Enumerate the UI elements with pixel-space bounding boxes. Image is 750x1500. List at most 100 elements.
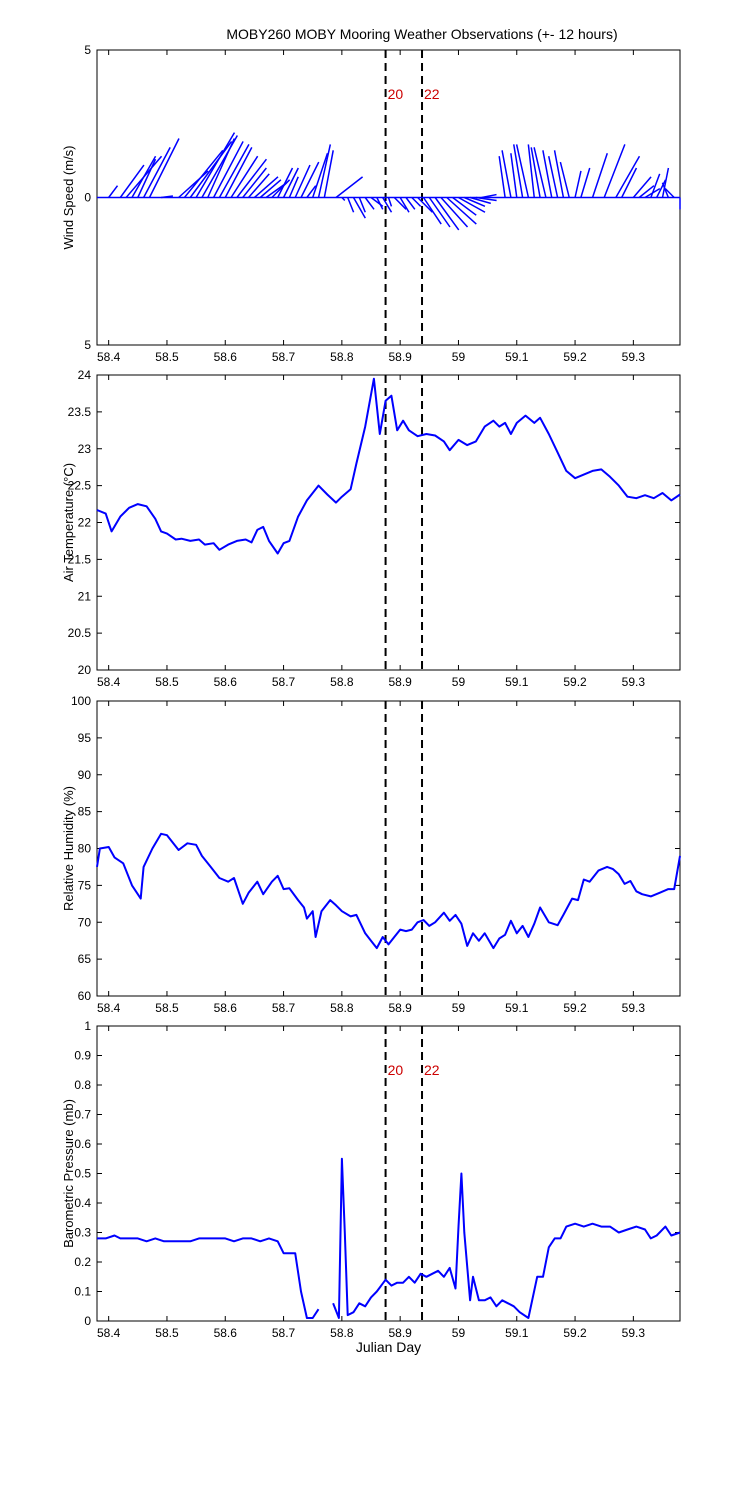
x-tick-label: 59 [452, 1326, 466, 1340]
x-tick-label: 58.9 [388, 675, 412, 689]
wind-vector [212, 141, 244, 198]
x-tick-label: 58.5 [155, 675, 179, 689]
wind-vector [469, 196, 491, 205]
wind-vector [615, 155, 641, 198]
y-tick-label: 0 [84, 191, 91, 205]
figure-title: MOBY260 MOBY Mooring Weather Observation… [226, 26, 617, 42]
x-tick-label: 59.1 [505, 1001, 529, 1015]
series-line [96, 377, 681, 555]
wind-vector [376, 197, 384, 210]
x-tick-label: 58.4 [97, 1326, 121, 1340]
y-tick-label: 80 [78, 842, 92, 856]
y-tick-label: 21 [78, 589, 92, 603]
y-tick-label: 90 [78, 768, 92, 782]
wind-vector [542, 150, 553, 198]
wind-vector [183, 149, 224, 198]
wind-vector [446, 196, 477, 225]
x-tick-label: 59.1 [505, 675, 529, 689]
wind-vector [553, 150, 565, 198]
wind-vector [352, 197, 366, 219]
wind-vector [358, 197, 366, 213]
wind-vector [533, 147, 547, 198]
time-marker-label: 22 [424, 86, 440, 102]
y-tick-label: 23.5 [68, 405, 92, 419]
x-tick-label: 58.6 [214, 675, 238, 689]
wind-vector [428, 197, 451, 228]
wind-vector [224, 146, 253, 198]
panel-3: 58.4 58.5 58.6 58.7 58.8 58.9 59 59.1 59.2 59.3 60… [61, 694, 681, 1015]
wind-vector [452, 196, 477, 216]
wind-vector [306, 185, 317, 198]
wind-vector [259, 179, 282, 199]
x-tick-label: 58.8 [330, 1326, 354, 1340]
x-tick-label: 59.3 [622, 675, 646, 689]
wind-vector [650, 173, 661, 198]
x-tick-label: 59.3 [622, 1001, 646, 1015]
panel-2: 58.4 58.5 58.6 58.7 58.8 58.9 59 59.1 59.2 59.3 20… [61, 368, 681, 689]
x-tick-label: 59.2 [563, 350, 587, 364]
series-line [97, 1234, 320, 1319]
wind-vector [580, 167, 591, 198]
y-tick-label: 0 [84, 1314, 91, 1328]
y-tick-label: 85 [78, 805, 92, 819]
wind-vector [108, 185, 119, 198]
y-tick-label: 95 [78, 731, 92, 745]
wind-vector [335, 176, 364, 199]
wind-vector [236, 158, 268, 198]
y-tick-label: 22.5 [68, 479, 92, 493]
wind-vector [603, 144, 626, 198]
y-tick-label: 0.3 [74, 1226, 91, 1240]
y-tick-label: 5 [84, 43, 91, 57]
series-line [96, 832, 681, 950]
plot-area [96, 1025, 681, 1322]
wind-vector [189, 141, 233, 198]
x-tick-label: 58.9 [388, 1001, 412, 1015]
x-tick-label: 59 [452, 675, 466, 689]
wind-vector [131, 155, 157, 198]
x-tick-label: 59.1 [505, 1326, 529, 1340]
wind-vector [288, 176, 299, 198]
wind-vector [417, 196, 433, 213]
y-tick-label: 23 [78, 442, 92, 456]
wind-vector [142, 146, 171, 198]
y-tick-label: 5 [84, 338, 91, 352]
time-marker-label: 20 [388, 1062, 404, 1078]
y-tick-label: 0.6 [74, 1137, 91, 1151]
x-tick-label: 58.9 [388, 350, 412, 364]
wind-vector [661, 182, 670, 198]
plot-area [96, 374, 681, 671]
y-tick-label: 65 [78, 952, 92, 966]
y-axis-label: Wind Speed (m/s) [61, 145, 76, 249]
wind-vector [527, 144, 535, 198]
y-tick-label: 75 [78, 878, 92, 892]
wind-vector [253, 176, 279, 199]
y-tick-label: 21.5 [68, 552, 92, 566]
wind-vector [300, 161, 320, 198]
wind-vector [161, 195, 174, 199]
y-tick-label: 22 [78, 516, 92, 530]
time-marker-label: 22 [424, 1062, 440, 1078]
wind-vector [317, 144, 332, 198]
x-tick-label: 58.7 [272, 1001, 296, 1015]
x-tick-label: 59 [452, 350, 466, 364]
wind-vector [271, 179, 291, 199]
x-tick-label: 58.8 [330, 350, 354, 364]
wind-vector [513, 144, 524, 198]
wind-vector [282, 167, 299, 198]
wind-vector [405, 197, 416, 210]
wind-vector [399, 197, 410, 213]
plot-area [96, 700, 681, 997]
x-tick-label: 58.6 [214, 1001, 238, 1015]
x-tick-label: 58.7 [272, 350, 296, 364]
y-tick-label: 24 [78, 368, 92, 382]
x-axis-label: Julian Day [356, 1339, 421, 1355]
x-tick-label: 58.5 [155, 1326, 179, 1340]
wind-vector [382, 197, 393, 213]
y-tick-label: 70 [78, 915, 92, 929]
panel-1: 58.4 58.5 58.6 58.7 58.8 58.9 59 59.1 59.2 59.3 5 0… [61, 43, 681, 364]
y-axis-label: Barometric Pressure (mb) [61, 1099, 76, 1248]
x-tick-label: 58.8 [330, 1001, 354, 1015]
x-tick-label: 59.1 [505, 350, 529, 364]
x-tick-label: 58.9 [388, 1326, 412, 1340]
